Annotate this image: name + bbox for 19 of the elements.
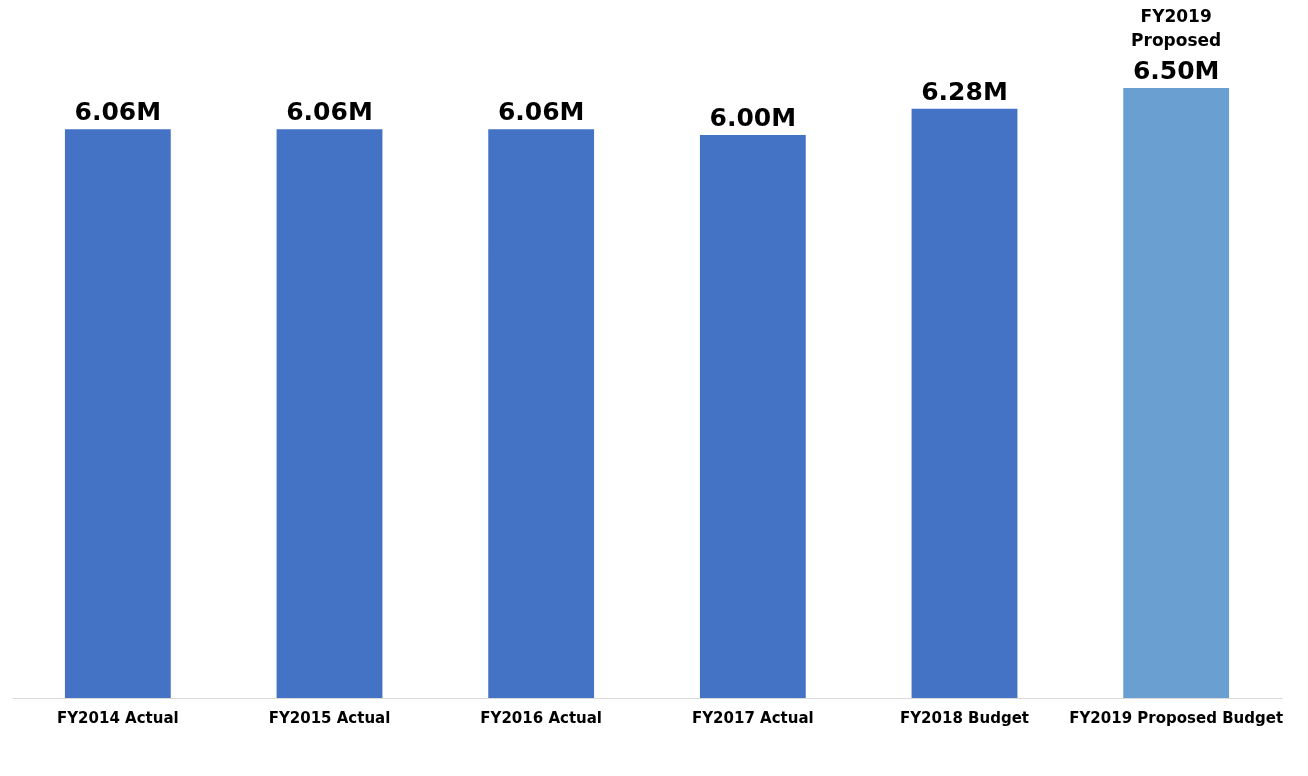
x-tick-label: FY2018 Budget <box>899 708 1030 727</box>
x-tick-label: FY2015 Actual <box>268 708 391 727</box>
bar <box>488 129 595 698</box>
bar <box>699 134 806 698</box>
bar <box>276 129 383 698</box>
annotation: FY2019 Proposed <box>1131 6 1222 50</box>
data-label: 6.06M <box>497 97 585 127</box>
data-label: 6.06M <box>286 97 373 127</box>
bar <box>911 108 1018 698</box>
data-label: 6.50M <box>1132 56 1220 85</box>
bar <box>64 129 171 698</box>
bar <box>1123 88 1230 698</box>
x-tick-label: FY2019 Proposed Budget <box>1069 708 1284 727</box>
x-tick-label: FY2017 Actual <box>691 708 814 727</box>
data-label: 6.28M <box>921 76 1008 106</box>
data-label: 6.06M <box>74 97 162 127</box>
x-tick-label: FY2016 Actual <box>480 708 603 727</box>
data-label: 6.00M <box>709 102 797 132</box>
x-tick-label: FY2014 Actual <box>56 708 179 727</box>
